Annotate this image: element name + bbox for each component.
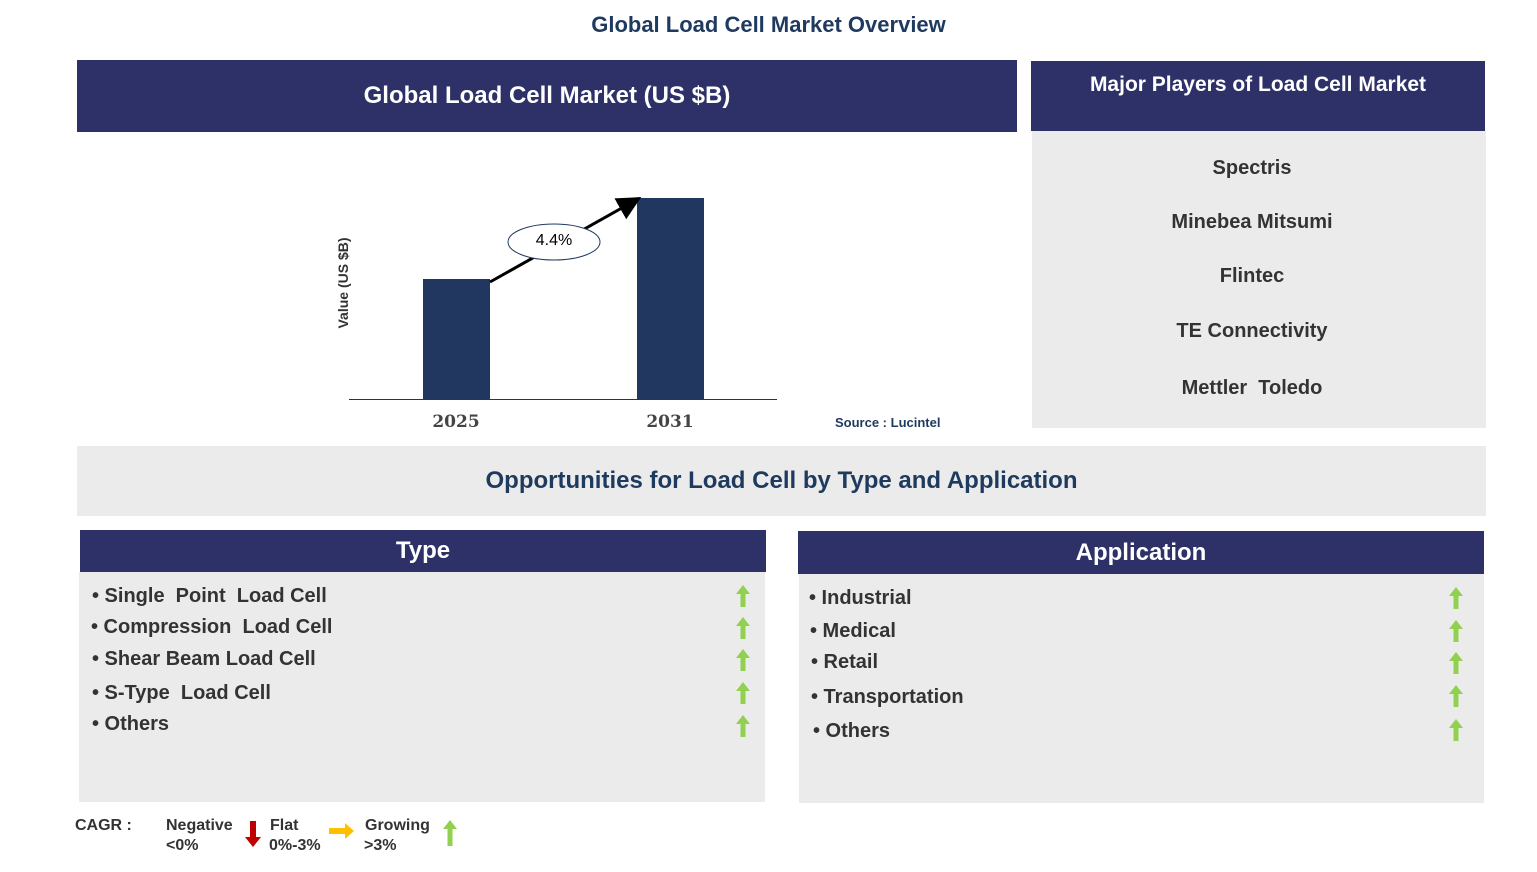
type-header: Type: [80, 530, 766, 572]
player-item: TE Connectivity: [1176, 320, 1328, 342]
type-item: • Others: [92, 713, 170, 735]
application-item: • Transportation: [811, 686, 964, 708]
legend-growing-range: >3%: [364, 837, 397, 854]
legend-growing: Growing: [365, 817, 430, 834]
players-header: Major Players of Load Cell Market: [1031, 61, 1485, 131]
legend-negative: Negative: [166, 817, 233, 834]
type-panel: [79, 572, 765, 802]
application-item: • Medical: [810, 620, 896, 642]
player-item: Mettler Toledo: [1181, 377, 1323, 399]
legend-negative-range: <0%: [166, 837, 199, 854]
bar-chart: Value (US $B) 4.4% 2025 2031: [320, 180, 800, 440]
bar-2031: [637, 198, 704, 399]
x-tick-2031: 2031: [646, 412, 694, 432]
player-item: Flintec: [1219, 265, 1285, 287]
cagr-annotation: 4.4%: [535, 232, 573, 249]
type-item: • Single Point Load Cell: [92, 585, 327, 607]
application-item: • Retail: [811, 651, 879, 673]
up-arrow-icon: [443, 820, 457, 846]
type-item: • Shear Beam Load Cell: [92, 648, 316, 670]
application-item: • Others: [813, 720, 891, 742]
application-header: Application: [798, 531, 1484, 574]
market-panel-header: Global Load Cell Market (US $B): [77, 60, 1017, 132]
players-panel: [1032, 131, 1486, 428]
legend-flat-range: 0%-3%: [269, 837, 321, 854]
right-arrow-icon: [329, 823, 354, 839]
down-arrow-icon: [245, 821, 261, 847]
legend-flat: Flat: [270, 817, 299, 834]
application-item: • Industrial: [809, 587, 912, 609]
type-item: • Compression Load Cell: [91, 616, 333, 638]
growth-arrow-icon: [489, 197, 642, 284]
x-tick-2025: 2025: [432, 412, 480, 432]
player-item: Spectris: [1212, 157, 1292, 179]
page-title: Global Load Cell Market Overview: [591, 12, 946, 37]
player-item: Minebea Mitsumi: [1171, 211, 1333, 233]
application-panel: [799, 574, 1484, 803]
opportunities-banner: Opportunities for Load Cell by Type and …: [77, 446, 1486, 516]
type-item: • S-Type Load Cell: [92, 682, 271, 704]
bar-2025: [423, 279, 490, 399]
x-axis-line: [349, 399, 777, 400]
source-label: Source : Lucintel: [835, 415, 941, 430]
legend-label: CAGR :: [75, 817, 132, 834]
